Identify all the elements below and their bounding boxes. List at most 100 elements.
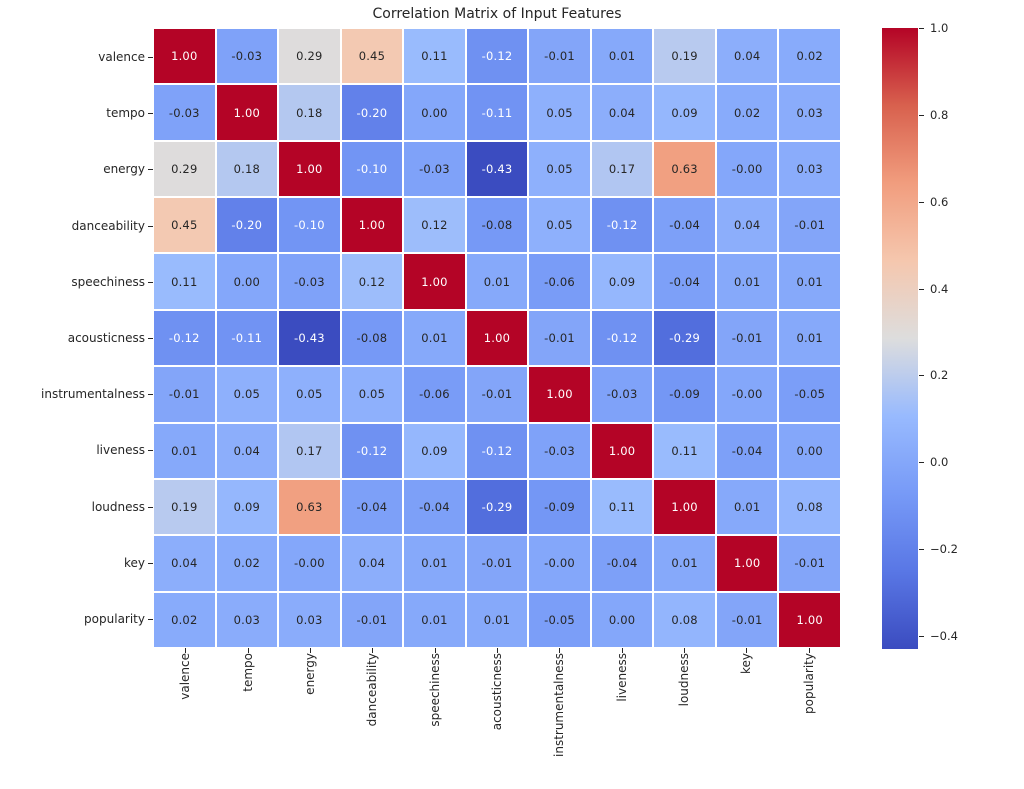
heatmap-cell-popularity-energy: 0.03 [279,592,340,647]
heatmap-cell-energy-key: -0.00 [716,141,778,197]
x-axis-labels: valence tempo energy danceability speechines… [154,653,840,789]
heatmap-cell-loudness-liveness: 0.11 [591,479,653,535]
colorbar-tick-label: 0.2 [930,368,949,383]
heatmap-cell-valence-tempo: -0.03 [216,29,278,84]
heatmap-cell-valence-acousticness: -0.12 [466,29,528,84]
heatmap-cell-valence-energy: 0.29 [279,29,340,84]
heatmap-cell-energy-loudness: 0.63 [654,141,715,197]
heatmap-cell-popularity-acousticness: 0.01 [466,592,528,647]
x-tick-label-col: valence [154,653,216,789]
heatmap-cell-energy-valence: 0.29 [154,141,215,197]
heatmap-cell-valence-speechiness: 0.11 [404,29,465,84]
heatmap-cell-loudness-danceability: -0.04 [341,479,403,535]
x-tick-label-col: popularity [778,653,840,789]
heatmap-cell-liveness-popularity: 0.00 [779,423,840,478]
heatmap-cell-energy-liveness: 0.17 [591,141,653,197]
colorbar-tick-label: 0.6 [930,194,949,209]
y-tick-label-acousticness: acousticness [67,331,145,346]
heatmap-cell-popularity-danceability: -0.01 [341,592,403,647]
x-tick-mark [746,648,748,653]
colorbar-tick-mark [919,375,924,377]
colorbar-tick-mark [919,635,924,637]
x-tick-label-col: tempo [216,653,278,789]
heatmap-cell-tempo-tempo: 1.00 [216,85,278,140]
x-tick-mark [621,648,623,653]
heatmap-cell-loudness-speechiness: -0.04 [404,479,465,535]
x-tick-label-acousticness: acousticness [489,653,504,731]
heatmap-cell-loudness-loudness: 1.00 [654,479,715,535]
x-tick-mark [185,648,187,653]
heatmap-cell-energy-acousticness: -0.43 [466,141,528,197]
heatmap-cell-speechiness-tempo: 0.00 [216,254,278,309]
heatmap-cell-acousticness-speechiness: 0.01 [404,310,465,366]
heatmap-cell-loudness-valence: 0.19 [154,479,215,535]
heatmap-cell-energy-popularity: 0.03 [779,141,840,197]
colorbar-gradient [882,28,918,649]
y-tick-mark [148,618,153,620]
heatmap-cell-liveness-danceability: -0.12 [341,423,403,478]
colorbar [882,28,918,649]
heatmap-cell-acousticness-energy: -0.43 [279,310,340,366]
heatmap-cell-liveness-tempo: 0.04 [216,423,278,478]
heatmap-cell-valence-instrumentalness: -0.01 [529,29,590,84]
heatmap-cell-acousticness-popularity: 0.01 [779,310,840,366]
y-tick-label-tempo: tempo [106,106,145,121]
x-tick-mark [372,648,374,653]
heatmap-cell-popularity-liveness: 0.00 [591,592,653,647]
heatmap-cell-liveness-energy: 0.17 [279,423,340,478]
y-tick-mark [148,450,153,452]
heatmap-cell-valence-popularity: 0.02 [779,29,840,84]
colorbar-tick-label: −0.4 [930,628,958,643]
heatmap-cell-key-key: 1.00 [716,536,778,591]
heatmap-cell-speechiness-acousticness: 0.01 [466,254,528,309]
heatmap-cell-acousticness-loudness: -0.29 [654,310,715,366]
heatmap-cell-loudness-popularity: 0.08 [779,479,840,535]
heatmap-cell-instrumentalness-popularity: -0.05 [779,367,840,422]
y-tick-mark [148,562,153,564]
heatmap: 1.00 -0.03 0.29 0.45 0.11 -0.12 -0.01 0.01 0.19 0… [154,29,840,647]
x-tick-label-tempo: tempo [240,653,255,692]
colorbar-tick-mark [919,201,924,203]
y-tick-mark [148,338,153,339]
heatmap-cell-acousticness-liveness: -0.12 [591,310,653,366]
colorbar-tick-mark [919,549,924,551]
heatmap-cell-acousticness-acousticness: 1.00 [466,310,528,366]
colorbar-tick-mark [919,288,924,290]
heatmap-cell-key-loudness: 0.01 [654,536,715,591]
heatmap-cell-key-speechiness: 0.01 [404,536,465,591]
x-tick-label-col: loudness [653,653,715,789]
x-tick-label-col: danceability [341,653,403,789]
heatmap-cell-speechiness-instrumentalness: -0.06 [529,254,590,309]
x-tick-label-danceability: danceability [365,653,380,727]
heatmap-cell-valence-loudness: 0.19 [654,29,715,84]
heatmap-cell-danceability-acousticness: -0.08 [466,198,528,253]
y-tick-label-valence: valence [98,50,145,65]
heatmap-cell-instrumentalness-energy: 0.05 [279,367,340,422]
heatmap-cell-speechiness-liveness: 0.09 [591,254,653,309]
heatmap-cell-acousticness-danceability: -0.08 [341,310,403,366]
y-tick-mark [148,281,153,283]
colorbar-tick-mark [919,28,924,29]
x-tick-mark [497,648,498,653]
heatmap-cell-tempo-acousticness: -0.11 [466,85,528,140]
y-tick-mark [148,225,153,227]
heatmap-cell-energy-instrumentalness: 0.05 [529,141,590,197]
heatmap-cell-instrumentalness-tempo: 0.05 [216,367,278,422]
heatmap-cell-popularity-instrumentalness: -0.05 [529,592,590,647]
heatmap-cell-speechiness-energy: -0.03 [279,254,340,309]
y-tick-mark [148,394,153,396]
heatmap-cell-instrumentalness-loudness: -0.09 [654,367,715,422]
x-tick-label-valence: valence [178,653,193,700]
heatmap-cell-popularity-tempo: 0.03 [216,592,278,647]
heatmap-cell-key-tempo: 0.02 [216,536,278,591]
y-tick-label-energy: energy [103,162,145,177]
x-tick-label-loudness: loudness [677,653,692,707]
heatmap-cell-acousticness-valence: -0.12 [154,310,215,366]
heatmap-cell-energy-speechiness: -0.03 [404,141,465,197]
heatmap-cell-popularity-popularity: 1.00 [779,592,840,647]
heatmap-cell-popularity-loudness: 0.08 [654,592,715,647]
heatmap-cell-instrumentalness-acousticness: -0.01 [466,367,528,422]
x-tick-label-speechiness: speechiness [427,653,442,727]
heatmap-cell-danceability-liveness: -0.12 [591,198,653,253]
